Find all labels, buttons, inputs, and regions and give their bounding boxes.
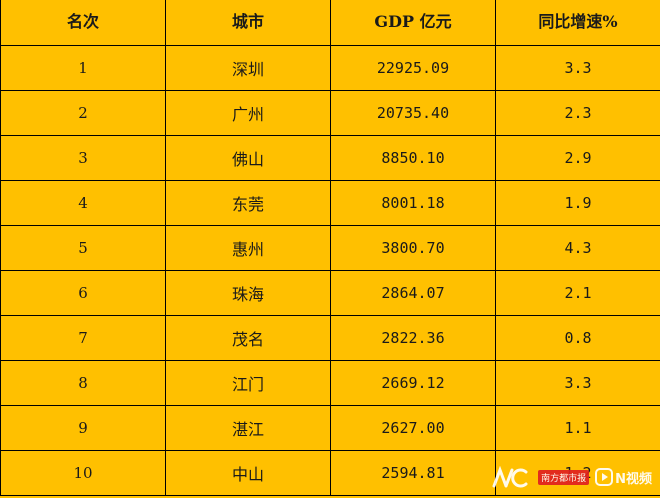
cell-gdp: 8850.10	[330, 135, 496, 181]
header-growth: 同比增速%	[495, 0, 660, 46]
cell-gdp: 2594.81	[330, 450, 496, 496]
table-row: 4 东莞 8001.18 1.9	[0, 180, 660, 226]
cell-growth: 2.1	[495, 270, 660, 316]
cell-rank: 1	[0, 45, 166, 91]
watermark-brand-label: N视频	[615, 471, 652, 487]
header-row: 名次 城市 GDP 亿元 同比增速%	[0, 0, 660, 46]
table-row: 3 佛山 8850.10 2.9	[0, 135, 660, 181]
cell-growth: 1.9	[495, 180, 660, 226]
cell-growth: 2.9	[495, 135, 660, 181]
cell-gdp: 2627.00	[330, 405, 496, 451]
cell-gdp: 2669.12	[330, 360, 496, 406]
cell-gdp: 22925.09	[330, 45, 496, 91]
table-row: 2 广州 20735.40 2.3	[0, 90, 660, 136]
cell-growth: 1.2	[495, 450, 660, 496]
table-row: 9 湛江 2627.00 1.1	[0, 405, 660, 451]
cell-gdp: 8001.18	[330, 180, 496, 226]
n-video-icon	[595, 468, 614, 486]
cell-rank: 10	[0, 450, 166, 496]
header-city: 城市	[165, 0, 331, 46]
cell-rank: 5	[0, 225, 166, 271]
cell-city: 湛江	[165, 405, 331, 451]
cell-city: 惠州	[165, 225, 331, 271]
cell-gdp: 3800.70	[330, 225, 496, 271]
cell-rank: 8	[0, 360, 166, 406]
table-row: 5 惠州 3800.70 4.3	[0, 225, 660, 271]
header-gdp: GDP 亿元	[330, 0, 496, 46]
cell-rank: 9	[0, 405, 166, 451]
cell-growth: 0.8	[495, 315, 660, 361]
table-row: 7 茂名 2822.36 0.8	[0, 315, 660, 361]
cell-rank: 4	[0, 180, 166, 226]
cell-city: 江门	[165, 360, 331, 406]
cell-gdp: 2864.07	[330, 270, 496, 316]
cell-growth: 1.1	[495, 405, 660, 451]
cell-city: 佛山	[165, 135, 331, 181]
table-row: 8 江门 2669.12 3.3	[0, 360, 660, 406]
cell-growth: 3.3	[495, 45, 660, 91]
table-row: 6 珠海 2864.07 2.1	[0, 270, 660, 316]
cell-rank: 7	[0, 315, 166, 361]
nd-logo-icon	[492, 466, 528, 488]
cell-growth: 2.3	[495, 90, 660, 136]
table-row: 1 深圳 22925.09 3.3	[0, 45, 660, 91]
cell-rank: 2	[0, 90, 166, 136]
header-rank: 名次	[0, 0, 166, 46]
watermark: 南方都市报 N视频	[492, 466, 652, 488]
cell-city: 茂名	[165, 315, 331, 361]
table-row: 10 中山 2594.81 1.2	[0, 450, 660, 496]
watermark-badge: 南方都市报	[538, 469, 590, 485]
cell-gdp: 2822.36	[330, 315, 496, 361]
cell-rank: 6	[0, 270, 166, 316]
cell-city: 东莞	[165, 180, 331, 226]
cell-rank: 3	[0, 135, 166, 181]
cell-city: 深圳	[165, 45, 331, 91]
cell-gdp: 20735.40	[330, 90, 496, 136]
cell-growth: 4.3	[495, 225, 660, 271]
cell-growth: 3.3	[495, 360, 660, 406]
watermark-brand: N视频	[595, 468, 652, 487]
cell-city: 珠海	[165, 270, 331, 316]
cell-city: 中山	[165, 450, 331, 496]
cell-city: 广州	[165, 90, 331, 136]
